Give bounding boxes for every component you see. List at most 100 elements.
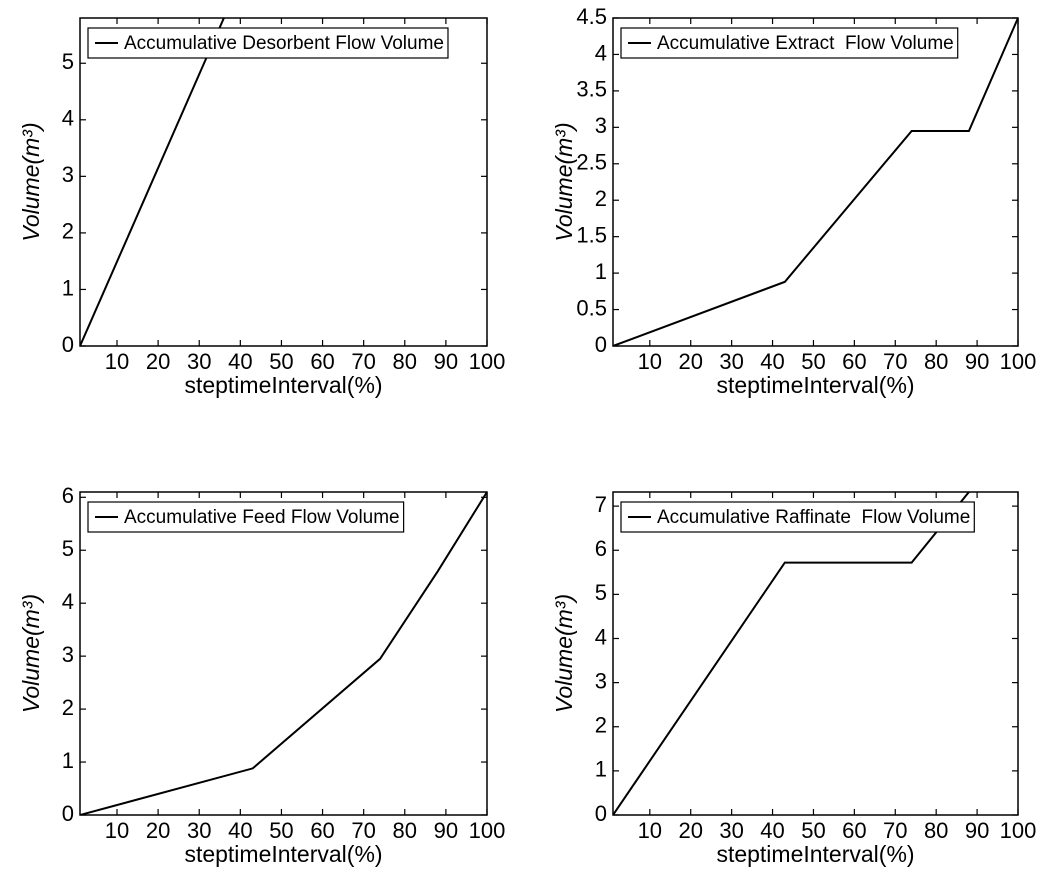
- x-tick-label: 40: [760, 818, 784, 843]
- y-tick-label: 2.5: [576, 150, 607, 175]
- subplot: 10 20 30 40 50 60 70 80 90 100 0 1 2 3 4 5 6 7 steptimeInt…: [551, 491, 1037, 867]
- x-tick-label: 70: [351, 349, 375, 374]
- x-tick-label: 80: [393, 349, 417, 374]
- x-tick-label: 60: [310, 818, 334, 843]
- y-axis-label: Volume(m³): [18, 594, 44, 713]
- legend: Accumulative Desorbent Flow Volume: [87, 27, 449, 59]
- axes-box: [612, 17, 1019, 347]
- y-axis-label: Volume(m³): [551, 122, 577, 241]
- x-tick-label: 100: [1000, 349, 1037, 374]
- x-tick-label: 40: [228, 349, 252, 374]
- legend-box: [87, 501, 405, 533]
- legend-label: Accumulative Raffinate Flow Volume: [657, 507, 970, 528]
- y-axis-label: Volume(m³): [551, 594, 577, 713]
- y-tick-label: 4: [62, 106, 74, 131]
- y-tick-label: 5: [595, 580, 607, 605]
- x-tick-label: 80: [393, 818, 417, 843]
- x-axis-label: steptimeInterval(%): [184, 372, 382, 398]
- x-tick-label: 30: [719, 818, 743, 843]
- data-line: [613, 492, 970, 815]
- y-tick-label: 3: [62, 162, 74, 187]
- y-tick-label: 4: [62, 589, 74, 614]
- x-tick-label: 60: [310, 349, 334, 374]
- x-tick-label: 20: [678, 349, 702, 374]
- legend-box: [620, 501, 975, 533]
- axes-box: [612, 491, 1019, 816]
- x-tick-label: 100: [469, 818, 506, 843]
- data-line: [613, 18, 1018, 346]
- y-tick-label: 4.5: [576, 4, 607, 29]
- data-line: [80, 18, 225, 346]
- y-axis-label: Volume(m³): [18, 122, 44, 241]
- x-tick-label: 60: [842, 818, 866, 843]
- x-tick-label: 90: [965, 818, 989, 843]
- x-tick-label: 10: [105, 818, 129, 843]
- y-tick-label: 1: [62, 275, 74, 300]
- y-tick-label: 0: [62, 332, 74, 357]
- y-tick-label: 0: [595, 801, 607, 826]
- y-tick-label: 0: [62, 801, 74, 826]
- y-tick-label: 1.5: [576, 222, 607, 247]
- data-line: [80, 492, 487, 815]
- y-tick-label: 1: [62, 748, 74, 773]
- y-tick-label: 3: [595, 113, 607, 138]
- y-tick-label: 0: [595, 332, 607, 357]
- y-tick-label: 7: [595, 492, 607, 517]
- y-tick-label: 4: [595, 40, 607, 65]
- legend: Accumulative Extract Flow Volume: [620, 27, 959, 59]
- y-tick-label: 0.5: [576, 295, 607, 320]
- legend-box: [87, 27, 449, 59]
- x-tick-label: 100: [1000, 818, 1037, 843]
- x-tick-label: 30: [719, 349, 743, 374]
- legend-label: Accumulative Feed Flow Volume: [124, 507, 400, 528]
- x-tick-label: 50: [801, 818, 825, 843]
- x-tick-label: 30: [187, 818, 211, 843]
- y-tick-label: 5: [62, 49, 74, 74]
- x-tick-label: 70: [883, 818, 907, 843]
- x-tick-label: 40: [228, 818, 252, 843]
- x-tick-label: 20: [678, 818, 702, 843]
- y-tick-label: 3: [62, 642, 74, 667]
- x-tick-label: 70: [883, 349, 907, 374]
- x-tick-label: 90: [965, 349, 989, 374]
- x-tick-label: 10: [105, 349, 129, 374]
- axes-box: [79, 17, 488, 347]
- axes-box: [79, 491, 488, 816]
- x-tick-label: 90: [434, 349, 458, 374]
- y-tick-label: 4: [595, 624, 607, 649]
- subplot: 10 20 30 40 50 60 70 80 90 100 0 1 2 3 4 5 6 steptimeInte…: [18, 483, 505, 867]
- y-tick-label: 1: [595, 757, 607, 782]
- x-axis-label: steptimeInterval(%): [716, 841, 914, 867]
- x-tick-label: 50: [269, 349, 293, 374]
- x-tick-label: 50: [269, 818, 293, 843]
- x-tick-label: 10: [638, 349, 662, 374]
- legend-label: Accumulative Extract Flow Volume: [657, 33, 954, 54]
- y-tick-label: 5: [62, 536, 74, 561]
- x-tick-label: 100: [469, 349, 506, 374]
- x-axis-label: steptimeInterval(%): [716, 372, 914, 398]
- legend: Accumulative Feed Flow Volume: [87, 501, 405, 533]
- legend-box: [620, 27, 959, 59]
- x-tick-label: 20: [146, 349, 170, 374]
- y-tick-label: 3: [595, 668, 607, 693]
- y-tick-label: 3.5: [576, 77, 607, 102]
- x-tick-label: 80: [924, 349, 948, 374]
- y-tick-label: 2: [62, 695, 74, 720]
- x-tick-label: 50: [801, 349, 825, 374]
- x-tick-label: 40: [760, 349, 784, 374]
- x-tick-label: 90: [434, 818, 458, 843]
- x-tick-label: 20: [146, 818, 170, 843]
- x-tick-label: 70: [351, 818, 375, 843]
- subplot: 10 20 30 40 50 60 70 80 90 100 0 0.5 1 1.5 2 2.5 3 3.5 4 4.…: [551, 4, 1036, 398]
- y-tick-label: 2: [62, 219, 74, 244]
- x-axis-label: steptimeInterval(%): [184, 841, 382, 867]
- x-tick-label: 80: [924, 818, 948, 843]
- legend-label: Accumulative Desorbent Flow Volume: [124, 33, 444, 54]
- y-tick-label: 6: [62, 483, 74, 508]
- y-tick-label: 1: [595, 259, 607, 284]
- x-tick-label: 60: [842, 349, 866, 374]
- y-tick-label: 2: [595, 713, 607, 738]
- legend: Accumulative Raffinate Flow Volume: [620, 501, 975, 533]
- y-tick-label: 6: [595, 536, 607, 561]
